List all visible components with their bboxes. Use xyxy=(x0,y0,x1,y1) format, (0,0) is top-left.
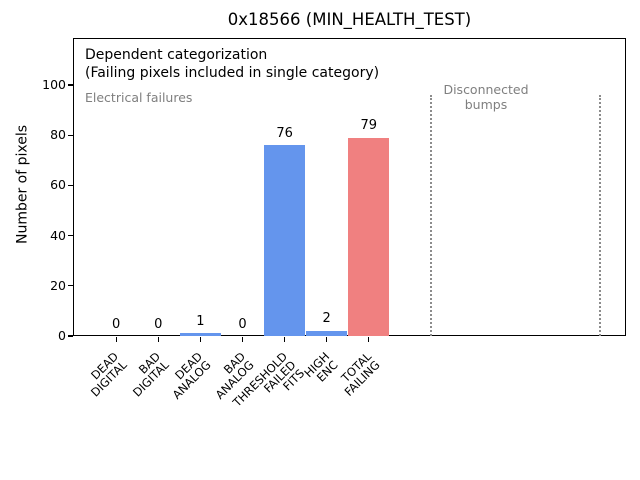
x-tick-mark xyxy=(157,337,159,342)
x-tick-mark xyxy=(368,337,370,342)
bar-dead-analog xyxy=(179,333,221,336)
x-tick-mark xyxy=(283,337,286,342)
y-tick-label: 60 xyxy=(50,177,66,193)
y-tick-label: 80 xyxy=(50,127,66,143)
bar-value-label: 0 xyxy=(112,316,121,332)
y-tick-label: 20 xyxy=(50,277,66,293)
x-tick-mark xyxy=(326,337,328,342)
y-tick-label: 100 xyxy=(42,77,66,92)
separator-line-left xyxy=(429,95,432,336)
x-tick-mark xyxy=(241,337,244,342)
annotation-disconnected-line: Disconnected xyxy=(443,82,529,97)
annotation-failing-pixels-note: (Failing pixels included in single categ… xyxy=(85,65,380,81)
chart-title: 0x18566 (MIN_HEALTH_TEST) xyxy=(227,10,472,29)
annotation-electrical-failures: Electrical failures xyxy=(85,90,193,105)
x-tick-mark xyxy=(115,337,117,342)
separator-line-right xyxy=(598,95,601,336)
x-tick-mark xyxy=(199,337,202,342)
annotation-disconnected-bumps: Disconnected bumps xyxy=(406,82,566,112)
bar-value-label: 76 xyxy=(276,125,293,141)
annotation-disconnected-line: bumps xyxy=(464,96,508,112)
y-tick-mark xyxy=(68,134,73,136)
bar-high-enc xyxy=(306,330,348,336)
y-tick-mark xyxy=(68,84,73,86)
y-tick-mark xyxy=(68,335,73,337)
bar-value-label: 0 xyxy=(154,316,163,332)
bar-total-failing xyxy=(348,137,390,336)
bar-value-label: 79 xyxy=(360,118,378,134)
y-tick-mark xyxy=(68,184,73,187)
annotation-dependent-categorization: Dependent categorization xyxy=(85,47,268,63)
y-tick-mark xyxy=(68,285,73,287)
bar-value-label: 1 xyxy=(196,313,205,329)
bar-value-label: 0 xyxy=(238,316,247,332)
y-tick-mark xyxy=(68,234,73,237)
y-tick-label: 0 xyxy=(58,328,66,343)
y-tick-label: 40 xyxy=(50,227,66,243)
bar-value-label: 2 xyxy=(322,311,331,327)
bar-threshold-failed-fits xyxy=(264,145,306,336)
